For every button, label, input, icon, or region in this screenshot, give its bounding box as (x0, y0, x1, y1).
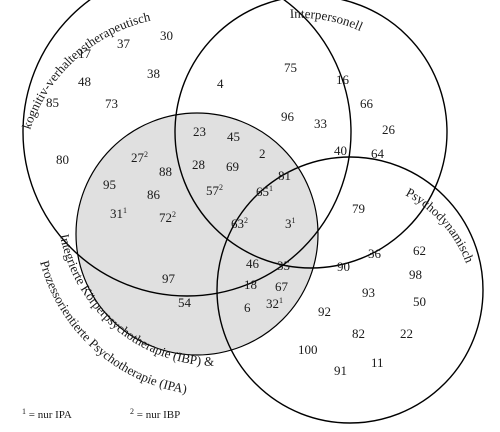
venn-number: 67 (275, 279, 289, 294)
venn-number: 75 (284, 60, 297, 75)
venn-number: 36 (368, 246, 382, 261)
venn-number: 86 (147, 187, 161, 202)
venn-number: 90 (337, 259, 350, 274)
venn-number: 6 (244, 300, 251, 315)
venn-number: 64 (371, 146, 385, 161)
venn-number: 632 (231, 216, 248, 231)
venn-number: 50 (413, 294, 426, 309)
venn-number: 11 (371, 355, 384, 370)
venn-number: 95 (103, 177, 116, 192)
venn-number: 321 (266, 296, 283, 311)
footnote-ibp: 2 = nur IBP (130, 407, 180, 421)
venn-number: 18 (244, 277, 257, 292)
circle-kognitiv (22, 0, 352, 297)
venn-number: 33 (314, 116, 327, 131)
circle-integriert (75, 112, 319, 356)
circle-interpersonell (174, 0, 448, 269)
venn-number: 311 (110, 206, 127, 221)
venn-number: 37 (117, 36, 131, 51)
venn-number: 62 (413, 243, 426, 258)
venn-number: 92 (318, 304, 331, 319)
venn-number: 272 (131, 150, 148, 165)
venn-number: 4 (217, 76, 224, 91)
venn-number: 651 (256, 184, 273, 199)
venn-number: 30 (160, 28, 173, 43)
venn-number: 97 (162, 271, 176, 286)
footnote-ipa: 1 = nur IPA (22, 407, 72, 421)
venn-number: 82 (352, 326, 365, 341)
venn-number: 16 (336, 72, 350, 87)
venn-number: 31 (285, 216, 296, 231)
venn-number: 38 (147, 66, 160, 81)
venn-number: 96 (281, 109, 295, 124)
venn-number: 46 (246, 256, 260, 271)
venn-number: 2 (259, 146, 266, 161)
venn-number: 66 (360, 96, 374, 111)
venn-number: 48 (78, 74, 91, 89)
venn-number: 69 (226, 159, 239, 174)
venn-number: 722 (159, 210, 176, 225)
label-interpersonell: Interpersonell (289, 6, 365, 34)
venn-number: 45 (227, 129, 240, 144)
venn-number: 35 (277, 258, 290, 273)
venn-number: 23 (193, 124, 206, 139)
venn-number: 91 (334, 363, 347, 378)
circle-psychodynamisch (216, 156, 484, 424)
venn-number: 22 (400, 326, 413, 341)
venn-number: 98 (409, 267, 422, 282)
venn-number: 572 (206, 183, 223, 198)
venn-number: 17 (78, 46, 92, 61)
venn-number: 73 (105, 96, 118, 111)
venn-number: 85 (46, 95, 59, 110)
venn-number: 40 (334, 143, 347, 158)
venn-number: 79 (352, 201, 365, 216)
venn-number: 81 (278, 168, 291, 183)
venn-number: 26 (382, 122, 396, 137)
venn-number: 54 (178, 295, 192, 310)
venn-number: 28 (192, 157, 205, 172)
venn-number: 80 (56, 152, 69, 167)
venn-number: 93 (362, 285, 375, 300)
venn-number: 100 (298, 342, 318, 357)
venn-number: 88 (159, 164, 172, 179)
label-kognitiv: kognitiv-verhaltenstherapeutisch (19, 9, 153, 131)
